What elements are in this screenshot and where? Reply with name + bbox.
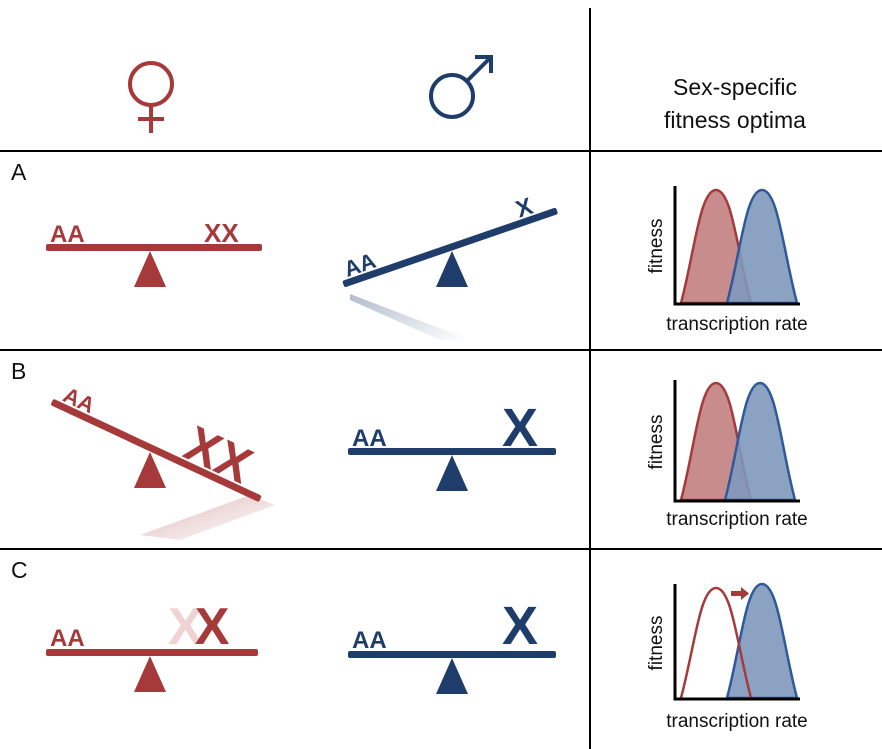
faded-x-glyph: X: [168, 598, 203, 656]
plot-a-xlabel: transcription rate: [666, 314, 808, 335]
male-c-autosome-label: AA: [352, 627, 387, 654]
male-c-x-label: X: [502, 596, 538, 656]
panel-letter-c: C: [11, 557, 28, 583]
male-seesaw-c: AA X: [348, 596, 556, 694]
optima-title-line2: fitness optima: [664, 107, 806, 133]
plot-b-ylabel: fitness: [646, 415, 667, 470]
male-symbol-icon: [429, 55, 493, 119]
panel-letter-a: A: [11, 159, 27, 185]
female-seesaw-c: AA XX: [46, 598, 258, 692]
male-seesaw-a: AA X: [341, 193, 558, 340]
female-a-autosome-label: AA: [50, 221, 85, 248]
female-seesaw-b: AA XX: [51, 382, 275, 540]
fitness-plot-a: fitness transcription rate: [646, 186, 808, 335]
panel-letter-b: B: [11, 358, 26, 384]
shift-arrow-icon: [731, 587, 749, 600]
female-c-x-label: XX: [168, 598, 230, 656]
male-seesaw-b: AA X: [348, 398, 556, 491]
male-a-x-label: X: [512, 193, 536, 224]
male-b-x-label: X: [502, 398, 538, 458]
plot-a-ylabel: fitness: [646, 219, 667, 274]
female-symbol-icon: [128, 61, 174, 133]
male-b-autosome-label: AA: [352, 425, 387, 452]
female-c-autosome-label: AA: [50, 625, 85, 652]
plot-c-xlabel: transcription rate: [666, 711, 808, 732]
fitness-plot-b: fitness transcription rate: [646, 380, 808, 530]
optima-title-line1: Sex-specific: [673, 74, 797, 100]
plot-c-ylabel: fitness: [646, 616, 667, 671]
female-a-x-label: XX: [204, 218, 239, 248]
female-seesaw-a: AA XX: [46, 218, 262, 287]
female-b-autosome-label: AA: [59, 382, 98, 418]
fitness-plot-c: fitness transcription rate: [646, 582, 808, 732]
plot-b-xlabel: transcription rate: [666, 509, 808, 530]
female-b-x-label: XX: [176, 415, 260, 494]
